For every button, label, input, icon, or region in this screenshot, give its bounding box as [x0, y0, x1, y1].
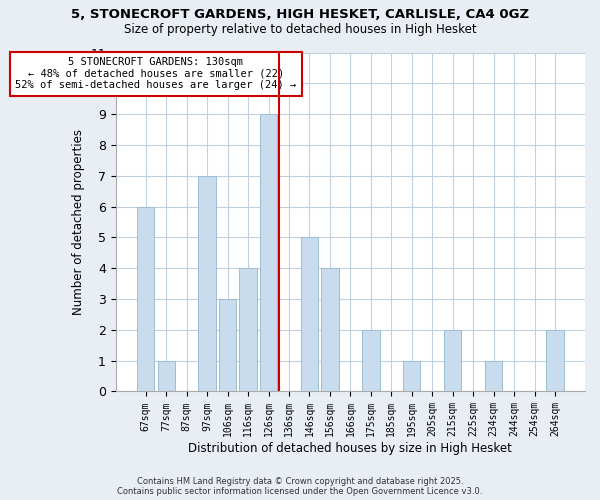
Text: Size of property relative to detached houses in High Hesket: Size of property relative to detached ho…: [124, 22, 476, 36]
X-axis label: Distribution of detached houses by size in High Hesket: Distribution of detached houses by size …: [188, 442, 512, 455]
Bar: [260, 114, 277, 392]
Bar: [444, 330, 461, 392]
Bar: [158, 360, 175, 392]
Bar: [239, 268, 257, 392]
Bar: [403, 360, 421, 392]
Bar: [362, 330, 380, 392]
Y-axis label: Number of detached properties: Number of detached properties: [71, 129, 85, 315]
Text: 5 STONECROFT GARDENS: 130sqm
← 48% of detached houses are smaller (22)
52% of se: 5 STONECROFT GARDENS: 130sqm ← 48% of de…: [16, 57, 296, 90]
Text: 5, STONECROFT GARDENS, HIGH HESKET, CARLISLE, CA4 0GZ: 5, STONECROFT GARDENS, HIGH HESKET, CARL…: [71, 8, 529, 20]
Bar: [137, 206, 154, 392]
Bar: [321, 268, 338, 392]
Text: Contains HM Land Registry data © Crown copyright and database right 2025.
Contai: Contains HM Land Registry data © Crown c…: [118, 476, 482, 496]
Bar: [219, 299, 236, 392]
Bar: [301, 238, 318, 392]
Bar: [546, 330, 563, 392]
Bar: [199, 176, 216, 392]
Bar: [485, 360, 502, 392]
